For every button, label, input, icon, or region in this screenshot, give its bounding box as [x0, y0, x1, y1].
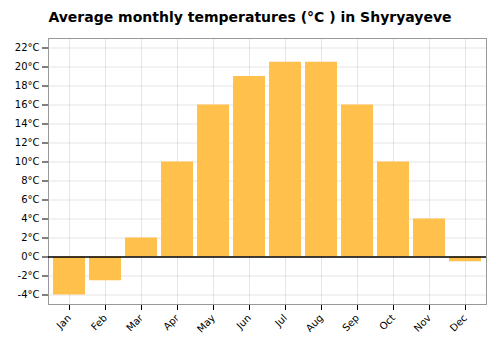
svg-text:Aug: Aug: [304, 312, 326, 334]
svg-text:Mar: Mar: [124, 312, 146, 334]
svg-text:Jun: Jun: [234, 312, 254, 332]
svg-text:Dec: Dec: [448, 312, 469, 333]
svg-text:18°C: 18°C: [15, 80, 40, 91]
svg-text:20°C: 20°C: [15, 61, 40, 72]
svg-text:-4°C: -4°C: [18, 289, 40, 300]
svg-text:-2°C: -2°C: [18, 270, 40, 281]
svg-text:Feb: Feb: [89, 312, 109, 332]
svg-text:6°C: 6°C: [21, 194, 39, 205]
svg-text:10°C: 10°C: [15, 156, 40, 167]
svg-text:16°C: 16°C: [15, 99, 40, 110]
svg-text:Oct: Oct: [377, 312, 397, 332]
svg-text:22°C: 22°C: [15, 42, 40, 53]
svg-text:12°C: 12°C: [15, 137, 40, 148]
svg-text:May: May: [195, 312, 217, 334]
html-text:Average monthly temperatures (: Average monthly temperatures (°C ) in Sh…: [48, 9, 452, 25]
svg-text:2°C: 2°C: [21, 232, 39, 243]
svg-text:Sep: Sep: [340, 312, 361, 333]
svg-text:Nov: Nov: [412, 312, 434, 334]
svg-text:Apr: Apr: [161, 312, 182, 333]
svg-text:4°C: 4°C: [21, 213, 39, 224]
svg-text:Jan: Jan: [54, 312, 73, 331]
svg-text:Jul: Jul: [272, 312, 289, 329]
svg-text:8°C: 8°C: [21, 175, 39, 186]
svg-text:14°C: 14°C: [15, 118, 40, 129]
svg-text:0°C: 0°C: [21, 251, 39, 262]
